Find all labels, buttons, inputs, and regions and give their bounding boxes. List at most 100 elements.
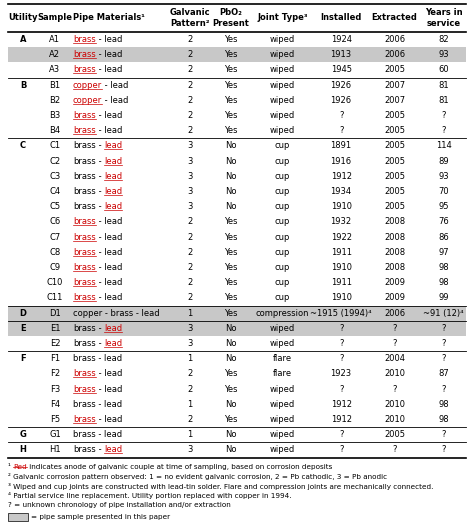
Text: 1926: 1926	[330, 81, 352, 90]
Text: cup: cup	[274, 233, 290, 242]
Text: indicates anode of galvanic couple at time of sampling, based on corrosion depos: indicates anode of galvanic couple at ti…	[27, 463, 332, 470]
Text: No: No	[225, 354, 237, 363]
Text: E: E	[20, 324, 26, 333]
Text: 1910: 1910	[331, 294, 352, 303]
Text: brass: brass	[73, 111, 96, 120]
Text: PbO₂
Present: PbO₂ Present	[212, 8, 249, 28]
Text: ?: ?	[339, 339, 343, 348]
Text: 1: 1	[187, 430, 192, 439]
Text: No: No	[225, 202, 237, 211]
Text: 1916: 1916	[330, 157, 352, 166]
Text: - lead: - lead	[96, 66, 122, 75]
Text: brass - lead: brass - lead	[73, 400, 122, 409]
Text: D1: D1	[49, 309, 61, 318]
Text: ¹: ¹	[8, 463, 13, 470]
Text: 2008: 2008	[384, 217, 405, 226]
Text: ?: ?	[339, 445, 343, 454]
Text: Sample: Sample	[37, 14, 73, 23]
Text: cup: cup	[274, 248, 290, 257]
Text: brass: brass	[73, 445, 96, 454]
Text: C6: C6	[49, 217, 61, 226]
Text: Pipe Materials¹: Pipe Materials¹	[73, 14, 145, 23]
Text: C4: C4	[49, 187, 61, 196]
Text: cup: cup	[274, 187, 290, 196]
Text: brass: brass	[73, 141, 96, 150]
Text: 2: 2	[187, 248, 192, 257]
Text: 1912: 1912	[331, 172, 352, 181]
Text: lead: lead	[104, 187, 122, 196]
Text: brass: brass	[73, 324, 96, 333]
Text: brass: brass	[73, 294, 96, 303]
Text: 98: 98	[438, 263, 449, 272]
Text: - lead: - lead	[96, 217, 122, 226]
Text: 2007: 2007	[384, 96, 405, 105]
Text: H1: H1	[49, 445, 61, 454]
Text: 2004: 2004	[384, 354, 405, 363]
Text: brass: brass	[73, 385, 96, 394]
Text: ?: ?	[441, 385, 446, 394]
Text: copper: copper	[73, 81, 102, 90]
Text: C10: C10	[47, 278, 63, 287]
Text: Utility: Utility	[8, 14, 38, 23]
Text: No: No	[225, 430, 237, 439]
Text: brass: brass	[73, 50, 96, 59]
Text: lead: lead	[104, 339, 122, 348]
Text: wiped: wiped	[270, 81, 295, 90]
Text: ?: ?	[339, 126, 343, 135]
Text: G1: G1	[49, 430, 61, 439]
Text: E2: E2	[50, 339, 60, 348]
Text: brass: brass	[73, 157, 96, 166]
Text: cup: cup	[274, 278, 290, 287]
Text: 3: 3	[187, 324, 192, 333]
Text: 89: 89	[438, 157, 449, 166]
Text: lead: lead	[104, 445, 122, 454]
Text: 2: 2	[187, 263, 192, 272]
Text: A2: A2	[49, 50, 60, 59]
Text: brass - lead: brass - lead	[73, 430, 122, 439]
Text: ?: ?	[441, 111, 446, 120]
Text: Yes: Yes	[224, 217, 238, 226]
Text: ² Galvanic corrosion pattern observed: 1 = no evident galvanic corrosion, 2 = Pb: ² Galvanic corrosion pattern observed: 1…	[8, 473, 387, 480]
Bar	[8, 513, 28, 521]
Text: - lead: - lead	[102, 81, 128, 90]
Text: Yes: Yes	[224, 248, 238, 257]
Text: - lead: - lead	[96, 35, 122, 44]
Text: 3: 3	[187, 445, 192, 454]
Text: 2005: 2005	[384, 172, 405, 181]
Text: B2: B2	[49, 96, 61, 105]
Text: 2009: 2009	[384, 278, 405, 287]
Text: 76: 76	[438, 217, 449, 226]
Text: - lead: - lead	[96, 278, 122, 287]
Text: cup: cup	[274, 263, 290, 272]
Text: brass: brass	[73, 126, 96, 135]
Text: -: -	[96, 324, 104, 333]
Text: 2: 2	[187, 385, 192, 394]
Text: brass: brass	[73, 248, 96, 257]
Text: lead: lead	[104, 172, 122, 181]
Text: No: No	[225, 339, 237, 348]
Text: ?: ?	[392, 324, 397, 333]
Text: = pipe sample presented in this paper: = pipe sample presented in this paper	[31, 514, 170, 520]
Text: 98: 98	[438, 415, 449, 424]
Text: cup: cup	[274, 141, 290, 150]
Text: 2005: 2005	[384, 141, 405, 150]
Text: Yes: Yes	[224, 66, 238, 75]
Text: F5: F5	[50, 415, 60, 424]
Text: wiped: wiped	[270, 50, 295, 59]
Text: C11: C11	[47, 294, 63, 303]
Text: 1910: 1910	[331, 202, 352, 211]
Text: F: F	[20, 354, 26, 363]
Text: G: G	[19, 430, 27, 439]
Text: ?: ?	[392, 445, 397, 454]
Text: flare: flare	[273, 354, 292, 363]
Text: 87: 87	[438, 369, 449, 379]
Text: 93: 93	[438, 50, 449, 59]
Text: E1: E1	[50, 324, 60, 333]
Text: brass: brass	[73, 217, 96, 226]
Text: 2: 2	[187, 35, 192, 44]
Text: 97: 97	[438, 248, 449, 257]
Text: 2: 2	[187, 369, 192, 379]
Text: 2005: 2005	[384, 202, 405, 211]
Text: 86: 86	[438, 233, 449, 242]
Text: -: -	[96, 202, 104, 211]
